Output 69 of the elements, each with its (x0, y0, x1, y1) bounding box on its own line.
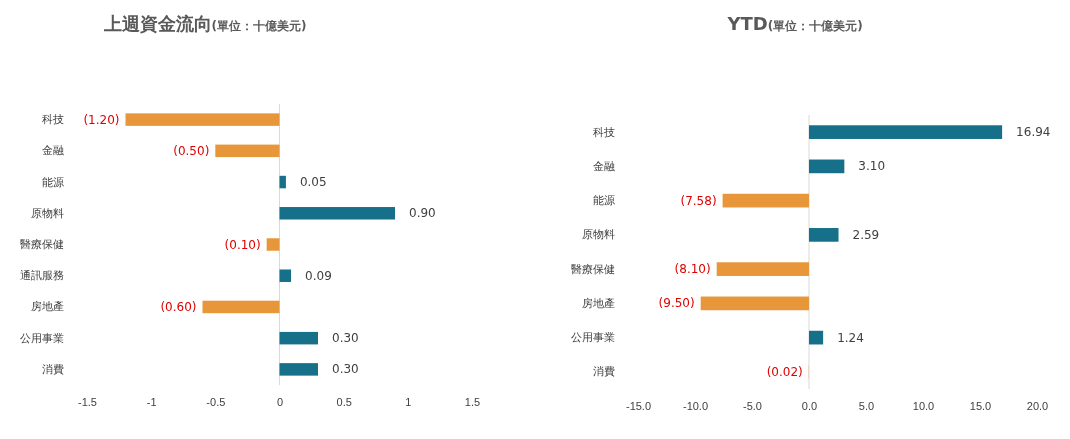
bar (809, 330, 824, 345)
x-tick-label: 0.5 (336, 395, 352, 408)
x-tick-label: 15.0 (969, 399, 992, 412)
bar (809, 125, 1003, 139)
data-label: (0.50) (173, 143, 210, 158)
x-tick-label: 0.0 (801, 399, 818, 412)
y-tick-label: 公用事業 (20, 331, 64, 344)
data-label: 2.59 (852, 227, 880, 242)
bar (279, 207, 395, 220)
data-label: (1.20) (83, 112, 120, 127)
data-label: (7.58) (680, 193, 717, 208)
bar (722, 193, 809, 208)
chart-title: YTD (726, 13, 768, 34)
chart-title: 上週資金流向 (102, 13, 212, 34)
x-tick-label: -0.5 (206, 395, 226, 408)
bar (202, 300, 280, 314)
x-tick-label: -10.0 (682, 399, 709, 412)
y-tick-label: 通訊服務 (20, 269, 64, 282)
bar (716, 262, 809, 276)
data-label: (0.10) (224, 237, 261, 252)
bar (215, 144, 280, 158)
data-label: 0.30 (332, 362, 359, 377)
x-tick-label: -5.0 (743, 399, 762, 412)
bar (279, 269, 292, 282)
y-tick-label: 金融 (42, 144, 64, 157)
data-label: 1.24 (837, 330, 864, 345)
bar (279, 175, 286, 189)
y-tick-label: 原物料 (582, 228, 615, 241)
bar (809, 228, 839, 242)
data-label: 0.90 (409, 206, 436, 221)
data-label: 16.94 (1016, 125, 1051, 140)
data-label: (0.60) (160, 299, 197, 314)
x-tick-label: -15.0 (625, 399, 652, 412)
x-tick-label: 0 (276, 395, 284, 408)
data-label: 0.09 (305, 268, 332, 283)
y-tick-label: 醫療保健 (571, 262, 615, 275)
y-tick-label: 房地產 (31, 300, 64, 313)
data-label: 3.10 (858, 159, 886, 174)
bar (279, 363, 318, 376)
x-tick-label: -1 (146, 395, 157, 408)
data-label: 0.05 (299, 175, 327, 190)
chart-subtitle: (單位：十億美元) (211, 19, 307, 33)
y-tick-label: 公用事業 (571, 331, 615, 344)
y-tick-label: 金融 (593, 159, 615, 172)
x-tick-label: 10.0 (912, 399, 935, 412)
bar (809, 159, 845, 174)
bar (700, 296, 809, 311)
y-tick-label: 能源 (42, 175, 64, 188)
y-tick-label: 消費 (593, 365, 615, 378)
y-tick-label: 醫療保健 (20, 238, 64, 251)
bar (125, 113, 280, 126)
bar (266, 238, 280, 251)
x-tick-label: 5.0 (858, 399, 875, 412)
x-tick-label: 20.0 (1026, 399, 1049, 412)
x-tick-label: -1.5 (78, 395, 97, 408)
y-tick-label: 消費 (42, 362, 64, 375)
chart-subtitle: (單位：十億美元) (767, 19, 863, 33)
data-label: (9.50) (658, 296, 695, 311)
data-label: (8.10) (674, 262, 711, 277)
bar (279, 331, 318, 345)
data-label: (0.02) (766, 364, 803, 379)
y-tick-label: 科技 (42, 113, 64, 126)
y-tick-label: 科技 (593, 125, 615, 138)
y-tick-label: 能源 (593, 194, 615, 207)
y-tick-label: 原物料 (31, 206, 64, 219)
x-tick-label: 1 (405, 395, 412, 408)
data-label: 0.30 (332, 331, 359, 346)
y-tick-label: 房地產 (582, 296, 615, 309)
x-tick-label: 1.5 (464, 395, 481, 408)
